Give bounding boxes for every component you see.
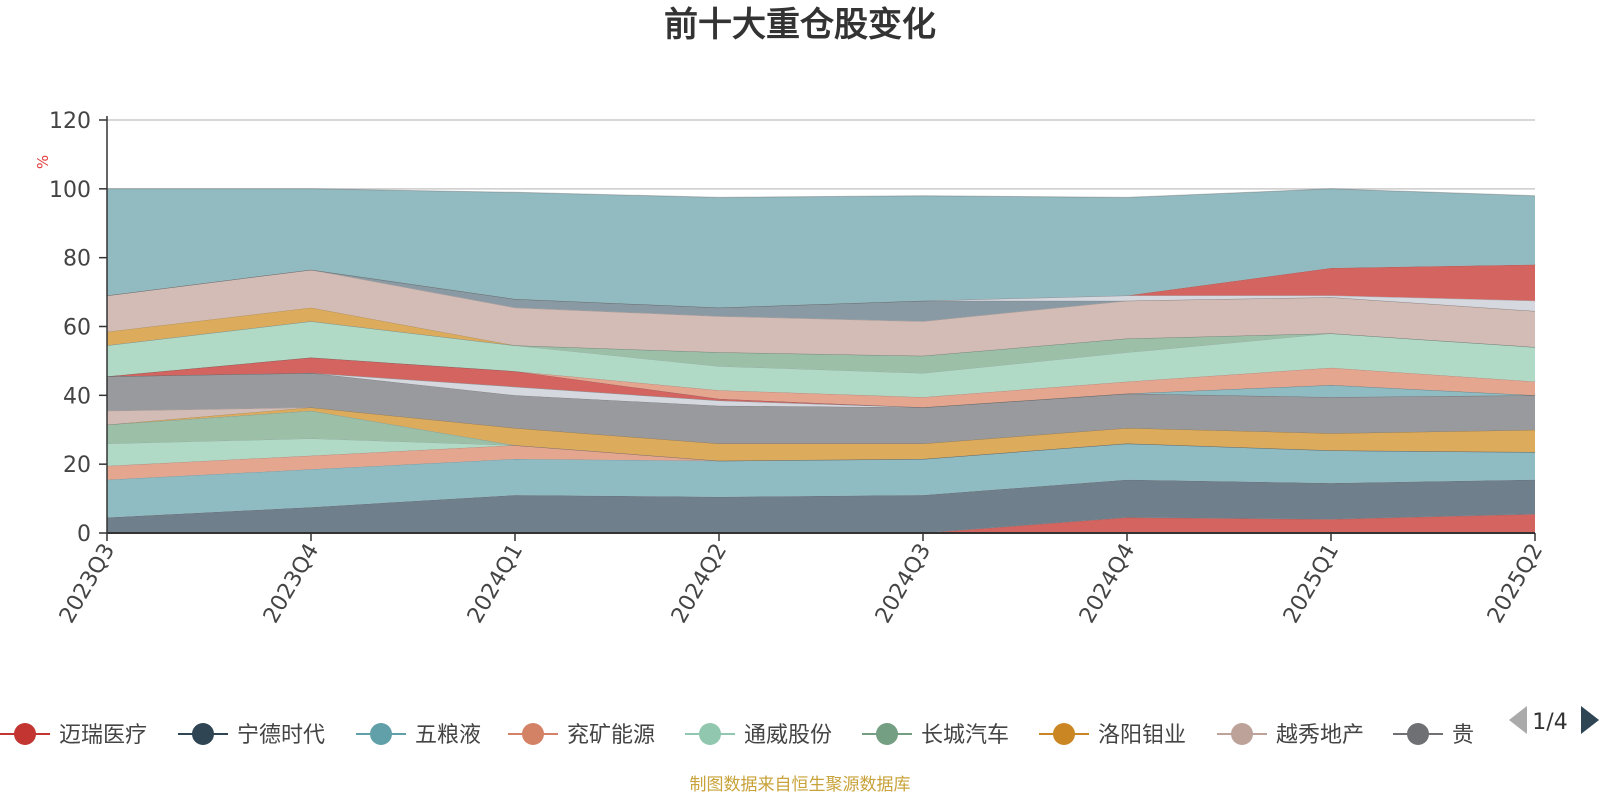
x-tick-label: 2025Q1 <box>1279 540 1344 628</box>
area-band <box>107 407 1535 461</box>
y-tick-label: 60 <box>63 316 91 341</box>
area-band <box>107 443 1535 480</box>
y-tick-label: 40 <box>63 384 91 409</box>
area-band <box>107 373 1535 408</box>
legend-label: 宁德时代 <box>237 723 325 748</box>
legend-label: 五粮液 <box>415 723 481 748</box>
area-band <box>107 357 1535 408</box>
legend-label: 迈瑞医疗 <box>59 723 147 748</box>
legend-item[interactable]: 长城汽车 <box>862 723 1009 748</box>
legend-pager[interactable]: 1/4 <box>1509 706 1599 735</box>
area-band <box>107 269 1535 356</box>
x-tick-label: 2025Q2 <box>1483 540 1548 628</box>
area-band <box>107 514 1535 533</box>
area-band <box>107 479 1535 533</box>
legend-item[interactable]: 五粮液 <box>356 723 481 748</box>
legend-marker-icon <box>14 723 36 745</box>
x-tick-label: 2023Q3 <box>55 540 120 628</box>
area-band-edge <box>107 188 1536 198</box>
legend-label: 贵 <box>1452 723 1474 748</box>
legend-next-icon[interactable] <box>1581 706 1599 734</box>
legend-label: 兖矿能源 <box>567 723 655 748</box>
area-band <box>107 269 1535 322</box>
legend-label: 长城汽车 <box>921 723 1009 748</box>
x-tick-label: 2024Q3 <box>871 540 936 628</box>
y-tick-label: 120 <box>49 109 91 134</box>
legend[interactable]: 迈瑞医疗 宁德时代 五粮液 兖矿能源 通威股份 长城汽车 洛阳钼业 越秀地产 贵 <box>0 723 1474 748</box>
legend-item[interactable]: 贵 <box>1393 723 1474 748</box>
legend-label: 越秀地产 <box>1276 723 1364 748</box>
legend-marker-icon <box>370 723 392 745</box>
legend-marker-icon <box>192 723 214 745</box>
x-tick-label: 2024Q4 <box>1075 540 1140 628</box>
legend-marker-icon <box>522 723 544 745</box>
y-tick-label: 80 <box>63 247 91 272</box>
area-band <box>107 357 1535 408</box>
y-tick-label: 100 <box>49 178 91 203</box>
area-band <box>107 407 1535 444</box>
chart-title: 前十大重仓股变化 <box>664 5 936 45</box>
y-axis-unit: % <box>34 155 52 169</box>
data-source-note: 制图数据来自恒生聚源数据库 <box>690 775 911 795</box>
legend-prev-icon[interactable] <box>1509 706 1527 734</box>
legend-label: 洛阳钼业 <box>1098 723 1186 748</box>
x-tick-label: 2024Q2 <box>667 540 732 628</box>
area-band <box>107 264 1535 308</box>
y-tick-label: 0 <box>77 522 91 547</box>
area-band <box>107 373 1535 444</box>
area-band <box>107 438 1535 466</box>
legend-marker-icon <box>876 723 898 745</box>
legend-item[interactable]: 通威股份 <box>685 723 832 748</box>
area-band <box>107 321 1535 398</box>
legend-marker-icon <box>1053 723 1075 745</box>
area-band <box>107 443 1535 518</box>
legend-item[interactable]: 迈瑞医疗 <box>0 723 147 748</box>
area-band <box>107 188 1535 308</box>
area-band <box>107 321 1535 373</box>
area-series <box>106 188 1536 534</box>
legend-marker-icon <box>1407 723 1429 745</box>
x-tick-label: 2024Q1 <box>463 540 528 628</box>
legend-item[interactable]: 宁德时代 <box>178 723 325 748</box>
legend-page-indicator: 1/4 <box>1532 710 1567 735</box>
legend-item[interactable]: 越秀地产 <box>1217 723 1364 748</box>
legend-item[interactable]: 洛阳钼业 <box>1039 723 1186 748</box>
legend-marker-icon <box>699 723 721 745</box>
x-tick-label: 2023Q4 <box>259 540 324 628</box>
legend-marker-icon <box>1231 723 1253 745</box>
y-tick-label: 20 <box>63 453 91 478</box>
area-band <box>107 410 1535 461</box>
legend-label: 通威股份 <box>744 723 832 748</box>
legend-item[interactable]: 兖矿能源 <box>508 723 655 748</box>
